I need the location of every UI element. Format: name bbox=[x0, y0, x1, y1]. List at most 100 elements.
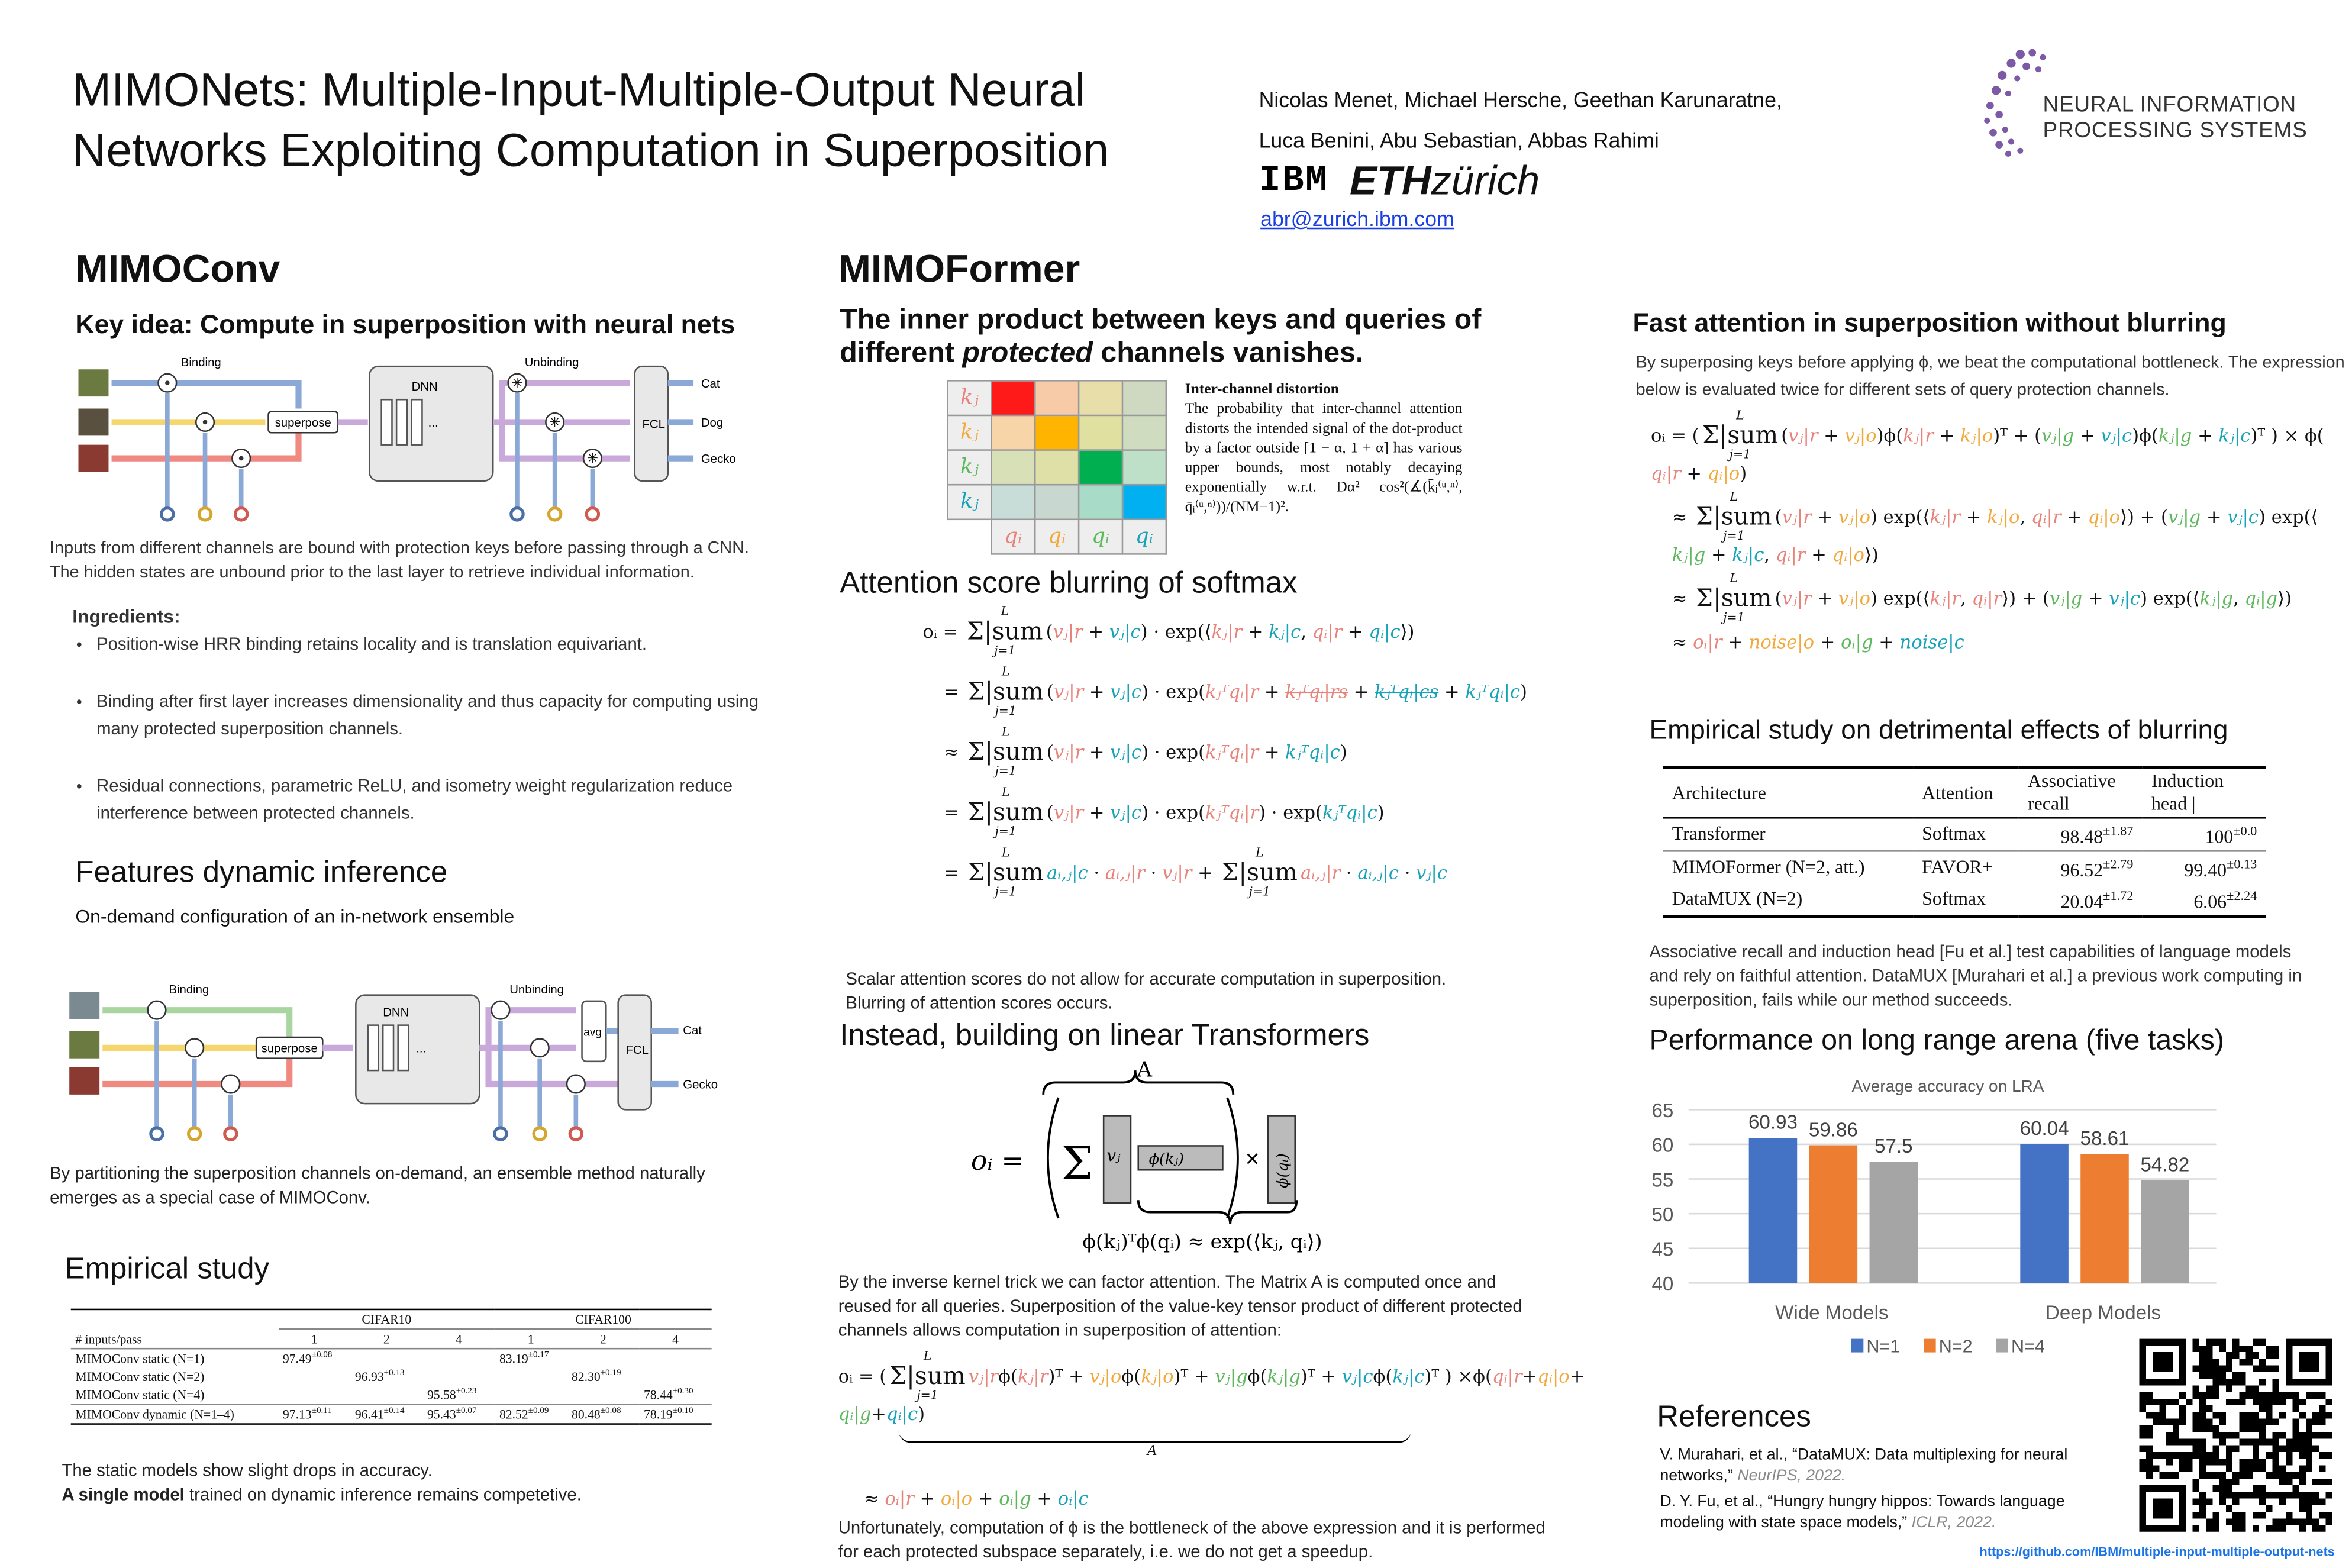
qr-module bbox=[2145, 1472, 2153, 1479]
qr-module bbox=[2212, 1459, 2219, 1466]
eq-token: + bbox=[1818, 425, 1845, 447]
qr-module bbox=[2199, 1451, 2206, 1459]
qr-module bbox=[2245, 1412, 2253, 1419]
qr-module bbox=[2159, 1412, 2166, 1419]
linear-text: By the inverse kernel trick we can facto… bbox=[838, 1274, 1522, 1341]
qr-module bbox=[2292, 1485, 2299, 1492]
qr-module bbox=[2259, 1365, 2266, 1372]
qr-module bbox=[2192, 1338, 2199, 1346]
eq-token: kⱼ|o bbox=[1141, 1366, 1174, 1388]
group-header-cifar100: CIFAR100 bbox=[495, 1309, 712, 1330]
eq-token: + bbox=[1811, 506, 1838, 528]
cell-value: 97.13 bbox=[282, 1406, 312, 1422]
qr-module bbox=[2219, 1338, 2226, 1346]
qr-module bbox=[2232, 1372, 2240, 1379]
qr-module bbox=[2212, 1359, 2219, 1366]
eq-token: vⱼ|r bbox=[968, 1366, 999, 1388]
eq-token: vⱼ|g bbox=[2041, 425, 2074, 447]
eq-token: + bbox=[1569, 1366, 1585, 1388]
table-cell: 80.48±0.08 bbox=[567, 1404, 639, 1424]
eq-token: , bbox=[1764, 544, 1776, 566]
cell-std: ±0.07 bbox=[456, 1406, 477, 1417]
github-link[interactable]: https://github.com/IBM/multiple-input-mu… bbox=[1979, 1544, 2335, 1559]
eq-token: kⱼ|c bbox=[1732, 544, 1764, 566]
mimoconv-heading: MIMOConv bbox=[75, 246, 280, 291]
cell-std: ±0.0 bbox=[2233, 823, 2257, 838]
qr-module bbox=[2225, 1459, 2233, 1466]
qr-module bbox=[2219, 1365, 2226, 1372]
qr-module bbox=[2286, 1472, 2293, 1479]
eq-token: ( bbox=[1046, 802, 1054, 824]
caption-line-2: The hidden states are unbound prior to t… bbox=[50, 563, 695, 582]
eq-token: kⱼ|o bbox=[1960, 425, 1993, 447]
qr-module bbox=[2159, 1405, 2166, 1412]
qr-module bbox=[2252, 1392, 2260, 1399]
cell-std: ±1.72 bbox=[2103, 888, 2134, 904]
qr-module bbox=[2305, 1505, 2313, 1512]
qr-module bbox=[2199, 1459, 2206, 1466]
qr-module bbox=[2199, 1352, 2206, 1359]
eq-token: + bbox=[2201, 506, 2228, 528]
qr-module bbox=[2206, 1385, 2213, 1392]
qr-module bbox=[2219, 1498, 2226, 1505]
qr-module bbox=[2266, 1505, 2273, 1512]
qr-module bbox=[2219, 1345, 2226, 1353]
qr-module bbox=[2199, 1398, 2206, 1406]
qr-module bbox=[2225, 1385, 2233, 1392]
y-tick-label: 50 bbox=[1651, 1204, 1673, 1226]
eq-token: ) bbox=[918, 1404, 925, 1425]
qr-module bbox=[2299, 1472, 2306, 1479]
qr-module bbox=[2279, 1498, 2286, 1505]
qr-module bbox=[2299, 1498, 2306, 1505]
row-label: MIMOConv static (N=1) bbox=[75, 1351, 205, 1366]
empirical-heading: Empirical study bbox=[64, 1253, 270, 1286]
eq-token: vⱼ|c bbox=[1416, 862, 1447, 884]
grid-cell bbox=[1034, 414, 1080, 451]
qr-module bbox=[2286, 1512, 2293, 1519]
empirical-caption-bold: A single model bbox=[62, 1486, 185, 1505]
qr-module bbox=[2239, 1372, 2246, 1379]
underbrace: A bbox=[898, 1426, 1411, 1459]
cell-std: ±0.23 bbox=[456, 1387, 477, 1396]
qr-module bbox=[2319, 1512, 2326, 1519]
qr-module bbox=[2145, 1392, 2153, 1399]
qr-module bbox=[2239, 1438, 2246, 1446]
svg-text:✳: ✳ bbox=[587, 450, 598, 466]
distortion-box: Inter-channel distortion The probability… bbox=[1185, 380, 1463, 517]
eq-token: ⟩) bbox=[2277, 588, 2292, 609]
table-cell-ih: 100±0.0 bbox=[2143, 818, 2266, 851]
qr-module bbox=[2192, 1425, 2199, 1433]
table-cell-arch: DataMUX (N=2) bbox=[1672, 888, 1803, 910]
eq-token: + bbox=[1192, 862, 1219, 884]
qr-module bbox=[2219, 1418, 2226, 1425]
blur-equation: ≈ L Σ|sum j=1(vⱼ|r + vⱼ|c) · exp(kⱼᵀqᵢ|r +… bbox=[944, 726, 1527, 778]
phiq-label: ϕ(qᵢ) bbox=[1274, 1153, 1292, 1188]
kernel-approximation: ϕ(kⱼ)ᵀϕ(qᵢ) ≈ exp(⟨kⱼ, qᵢ⟩) bbox=[1082, 1230, 1322, 1253]
qr-module bbox=[2259, 1512, 2266, 1519]
qr-module bbox=[2272, 1345, 2279, 1353]
qr-code[interactable] bbox=[2138, 1338, 2334, 1532]
qr-module bbox=[2232, 1379, 2240, 1386]
qr-module bbox=[2219, 1478, 2226, 1486]
qr-module bbox=[2299, 1352, 2319, 1372]
lra-heading: Performance on long range arena (five ta… bbox=[1649, 1025, 2224, 1057]
cell-std: ±0.19 bbox=[600, 1369, 621, 1379]
qr-module bbox=[2319, 1451, 2326, 1459]
qr-module bbox=[2212, 1472, 2219, 1479]
eq-token: = bbox=[944, 681, 965, 703]
grid-cell bbox=[1077, 483, 1124, 521]
qr-module bbox=[2199, 1465, 2206, 1472]
qr-module bbox=[2286, 1438, 2293, 1446]
qr-module bbox=[2192, 1345, 2199, 1353]
reference-item: V. Murahari, et al., “DataMUX: Data mult… bbox=[1660, 1444, 2119, 1486]
dynamic-inference-diagram: Binding superpose DNN ... Unbinding avg … bbox=[69, 983, 718, 1141]
binding-label: Binding bbox=[169, 983, 209, 996]
eq-token: ≈ bbox=[1672, 588, 1693, 609]
grid-cell bbox=[1034, 483, 1080, 521]
blur-equation: = L Σ|sum j=1(vⱼ|r + vⱼ|c) · exp(kⱼᵀqᵢ|r +… bbox=[944, 666, 1527, 718]
affiliation-logos: IBM ETHzürich bbox=[1259, 160, 1540, 202]
qr-module bbox=[2192, 1451, 2199, 1459]
qr-module bbox=[2139, 1445, 2146, 1452]
eq-token: · bbox=[1340, 862, 1358, 884]
email-link[interactable]: abr@zurich.ibm.com bbox=[1260, 207, 1454, 231]
